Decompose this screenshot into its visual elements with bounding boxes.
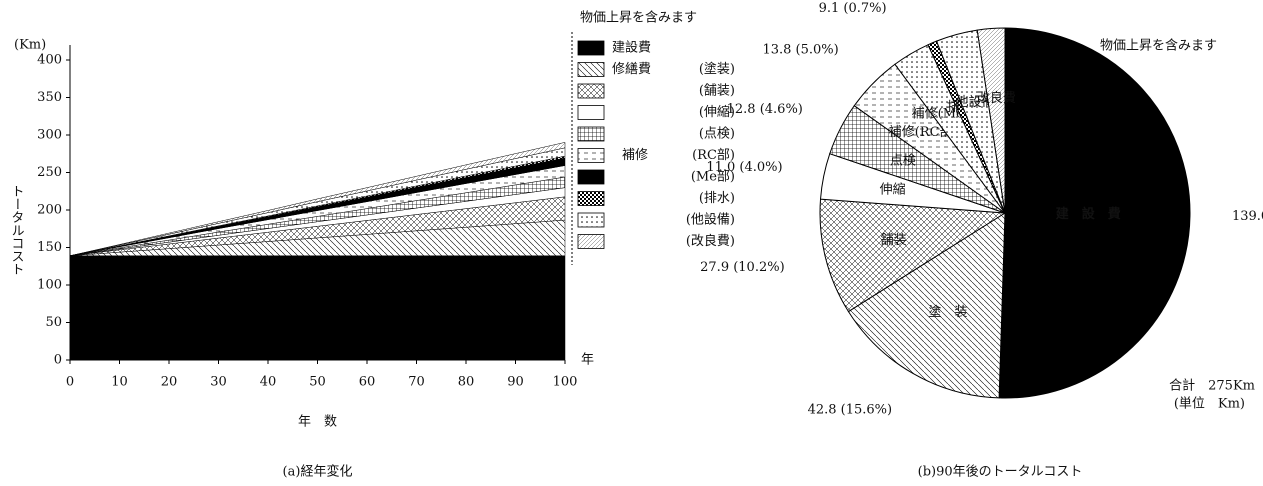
legend-group: 修繕費 (612, 61, 651, 77)
slice-name: 舗装 (881, 233, 907, 248)
y-tick-label: 150 (37, 240, 62, 255)
y-tick-label: 50 (45, 315, 62, 330)
legend-swatch (577, 105, 605, 120)
pie-slice (847, 212, 1006, 399)
legend-label: (舗装) (699, 84, 735, 99)
legend-label: (RC部) (692, 148, 735, 163)
y-axis-label: トータルコスト (9, 185, 24, 276)
legend-swatch (577, 40, 605, 56)
unit-label: (単位 Km) (1174, 396, 1245, 412)
slice-name: 建 設 費 (1056, 206, 1121, 222)
legend-label: 建設費 (612, 40, 651, 56)
y-tick-label: 250 (37, 165, 62, 180)
y-tick-label: 300 (37, 128, 62, 143)
legend-swatch (577, 83, 605, 99)
legend-swatch (577, 169, 605, 185)
legend-swatch (577, 62, 605, 77)
legend-group: 補修 (622, 148, 648, 163)
slice-name: 点検 (890, 153, 916, 168)
slice-value-label: 12.8 (4.6%) (727, 102, 803, 117)
x-unit: 年 (581, 353, 594, 368)
x-tick-label: 60 (359, 375, 376, 390)
slice-value-label: 139.0 (50.5%) (1232, 209, 1263, 224)
slice-name: 補修(RC部) (889, 125, 958, 140)
slice-name: 他設備 (955, 94, 994, 110)
legend-swatch (577, 148, 605, 163)
x-tick-label: 80 (458, 375, 475, 390)
legend-label: (Me部) (691, 170, 735, 185)
slice-value-label: 13.8 (5.0%) (762, 42, 838, 57)
x-tick-label: 20 (161, 375, 178, 390)
legend-label: (塗装) (699, 61, 735, 77)
x-tick-label: 40 (260, 375, 277, 390)
note: 物価上昇を含みます (580, 10, 697, 26)
legend-label: (伸縮) (699, 104, 735, 120)
pie-slice (819, 198, 1007, 313)
slice-value-label: 42.8 (15.6%) (808, 402, 893, 417)
x-tick-label: 30 (210, 375, 227, 390)
legend-swatch (577, 212, 605, 228)
slice-name: 改良費 (977, 90, 1016, 106)
legend-swatch (577, 191, 605, 206)
pie-slice (998, 27, 1191, 399)
slice-value-label: 9.1 (0.7%) (819, 1, 887, 16)
slice-name: 塗 装 (928, 304, 967, 320)
x-axis-label: 年 数 (298, 415, 337, 430)
x-tick-label: 100 (553, 375, 578, 390)
legend-label: (点検) (699, 127, 735, 142)
x-tick-label: 0 (66, 375, 74, 390)
slice-name: 伸縮 (880, 182, 906, 198)
x-tick-label: 90 (507, 375, 524, 390)
area (69, 142, 566, 256)
pie-slice (976, 27, 1006, 214)
legend-label: (他設備) (686, 212, 735, 228)
y-tick-label: 200 (37, 203, 62, 218)
total-label: 合計 275Km (1169, 378, 1255, 394)
caption: (a)経年変化 (283, 464, 353, 480)
x-tick-label: 70 (408, 375, 425, 390)
legend-swatch (577, 234, 605, 249)
legend-label: (改良費) (686, 233, 735, 249)
legend-label: (排水) (699, 191, 735, 206)
y-tick-label: 0 (54, 353, 62, 368)
note: 物価上昇を含みます (1100, 38, 1217, 54)
legend-swatch (577, 126, 605, 142)
y-unit: (Km) (14, 38, 46, 53)
caption: (b)90年後のトータルコスト (918, 465, 1083, 480)
area (69, 255, 566, 361)
x-tick-label: 10 (111, 375, 128, 390)
y-tick-label: 350 (37, 90, 62, 105)
y-tick-label: 400 (37, 53, 62, 68)
slice-value-label: 11.0 (4.0%) (706, 160, 782, 175)
slice-value-label: 27.9 (10.2%) (700, 260, 785, 275)
y-tick-label: 100 (37, 278, 62, 293)
x-tick-label: 50 (309, 375, 326, 390)
